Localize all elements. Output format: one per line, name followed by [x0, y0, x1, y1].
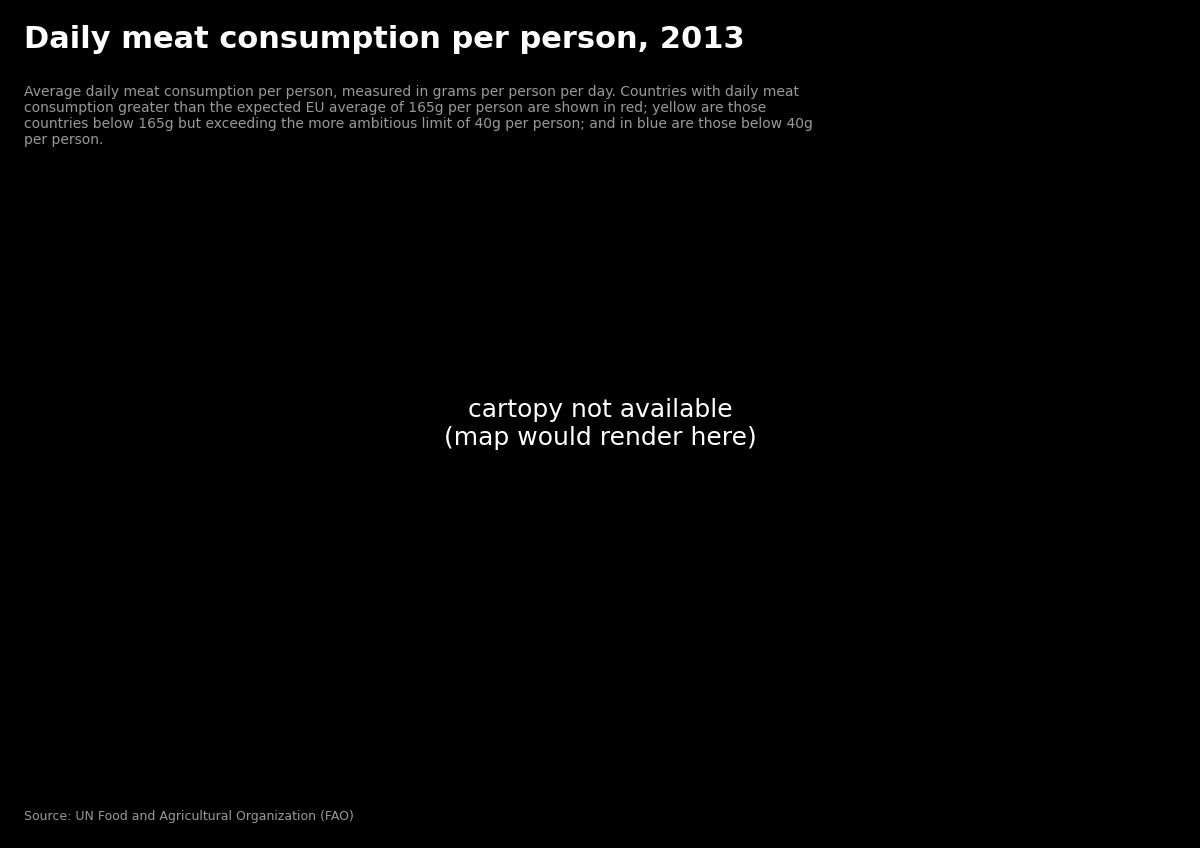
Text: Source: UN Food and Agricultural Organization (FAO): Source: UN Food and Agricultural Organiz…	[24, 810, 354, 823]
Text: cartopy not available
(map would render here): cartopy not available (map would render …	[444, 398, 756, 450]
Text: Daily meat consumption per person, 2013: Daily meat consumption per person, 2013	[24, 25, 745, 54]
Text: Average daily meat consumption per person, measured in grams per person per day.: Average daily meat consumption per perso…	[24, 85, 812, 148]
